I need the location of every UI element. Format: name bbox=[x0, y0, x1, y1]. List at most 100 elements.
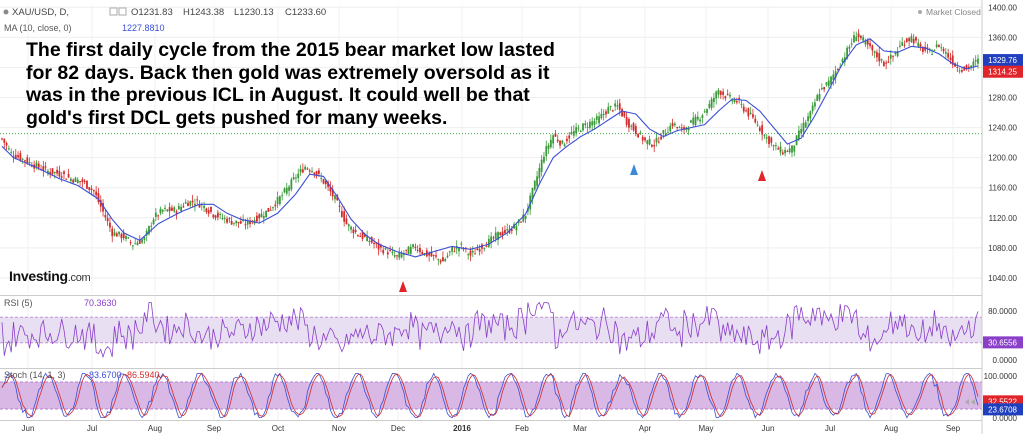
candle-body bbox=[214, 215, 217, 218]
candle-body bbox=[295, 177, 297, 179]
candle-body bbox=[389, 249, 392, 251]
stoch-value-tag-label: 23.6708 bbox=[988, 405, 1017, 414]
candle-body bbox=[905, 38, 908, 43]
candle-body bbox=[598, 116, 600, 124]
rsi-value: 70.3630 bbox=[84, 298, 117, 308]
candle-body bbox=[501, 231, 504, 236]
candle-body bbox=[618, 103, 621, 110]
candle-body bbox=[896, 51, 899, 57]
candle-body bbox=[533, 180, 536, 190]
candle-body bbox=[837, 68, 839, 70]
x-tick-label: Dec bbox=[391, 424, 405, 433]
candle-body bbox=[338, 205, 341, 207]
candle-body bbox=[791, 145, 793, 153]
stoch-value-tag bbox=[983, 403, 1023, 416]
candle-body bbox=[634, 126, 637, 134]
candle-body bbox=[324, 180, 327, 185]
ohlc-value: L1230.13 bbox=[234, 7, 274, 18]
candle-body bbox=[623, 111, 626, 117]
candle-body bbox=[148, 226, 150, 235]
candle-body bbox=[216, 212, 219, 218]
rsi-tick-label: 0.0000 bbox=[993, 356, 1018, 365]
candle-body bbox=[947, 53, 950, 58]
y-tick-label: 1360.00 bbox=[988, 33, 1017, 42]
rsi-band bbox=[0, 317, 982, 343]
candle-body bbox=[92, 190, 95, 192]
price-tag bbox=[983, 54, 1023, 67]
candle-body bbox=[318, 170, 320, 174]
candle-body bbox=[490, 236, 493, 243]
candle-body bbox=[673, 123, 676, 126]
x-tick-label: Jul bbox=[825, 424, 835, 433]
candle-body bbox=[972, 61, 975, 67]
candle-body bbox=[56, 169, 59, 174]
candle-body bbox=[458, 247, 460, 252]
candle-body bbox=[63, 171, 65, 175]
candle-body bbox=[409, 246, 412, 254]
candle-body bbox=[713, 97, 715, 103]
candle-body bbox=[72, 179, 75, 183]
candle-body bbox=[272, 207, 274, 209]
y-tick-label: 1080.00 bbox=[988, 244, 1017, 253]
candle-body bbox=[669, 125, 672, 132]
candle-body bbox=[894, 52, 897, 55]
x-tick-label: Apr bbox=[639, 424, 652, 433]
candle-body bbox=[448, 251, 451, 253]
candle-body bbox=[504, 229, 506, 234]
x-tick-label: Aug bbox=[884, 424, 898, 433]
candle-body bbox=[246, 219, 249, 225]
candle-body bbox=[719, 91, 722, 95]
candle-body bbox=[320, 178, 323, 180]
stoch-label: Stoch (14, 1, 3) bbox=[4, 370, 66, 380]
candle-body bbox=[357, 235, 359, 237]
candle-body bbox=[161, 209, 164, 212]
candle-body bbox=[825, 82, 828, 85]
candle-body bbox=[921, 47, 924, 52]
candle-body bbox=[802, 122, 805, 132]
annotation-line: gold's first DCL gets pushed for many we… bbox=[26, 106, 448, 129]
candle-body bbox=[588, 121, 591, 128]
candle-body bbox=[446, 255, 449, 258]
candle-body bbox=[352, 229, 355, 233]
scroll-right-icon bbox=[965, 399, 975, 405]
candle-body bbox=[154, 212, 157, 217]
candle-body bbox=[439, 260, 442, 263]
candle-body bbox=[910, 36, 913, 42]
candle-body bbox=[880, 59, 883, 61]
x-tick-label: Jul bbox=[87, 424, 97, 433]
candle-body bbox=[515, 225, 518, 231]
candle-body bbox=[967, 66, 970, 69]
candle-body bbox=[660, 136, 662, 140]
candle-body bbox=[28, 161, 31, 163]
candle-body bbox=[820, 87, 823, 90]
candle-body bbox=[506, 229, 509, 231]
candle-body bbox=[522, 214, 525, 222]
candle-body bbox=[889, 54, 892, 59]
candle-body bbox=[536, 176, 538, 186]
candle-body bbox=[251, 220, 254, 222]
candle-body bbox=[717, 90, 720, 95]
candle-body bbox=[582, 123, 584, 131]
candle-body bbox=[258, 214, 261, 219]
candle-body bbox=[10, 151, 13, 153]
candle-body bbox=[715, 91, 718, 99]
annotation-line: was in the previous ICL in August. It co… bbox=[26, 84, 530, 106]
candle-body bbox=[476, 248, 479, 251]
candle-body bbox=[453, 251, 456, 253]
candle-body bbox=[944, 52, 947, 54]
candle-body bbox=[951, 55, 954, 65]
candle-body bbox=[198, 204, 201, 208]
price-axis: 1040.00 1080.00 1120.00 1160.00 1200.00 1240.… bbox=[981, 0, 1024, 434]
candle-body bbox=[267, 208, 270, 212]
candle-body bbox=[639, 132, 642, 134]
candle-body bbox=[625, 116, 628, 125]
ohlc-value: C1233.60 bbox=[285, 7, 326, 18]
candle-body bbox=[205, 208, 208, 213]
candle-body bbox=[768, 136, 770, 145]
candle-body bbox=[857, 33, 860, 38]
candle-body bbox=[873, 51, 876, 53]
candle-body bbox=[595, 116, 598, 120]
candle-body bbox=[572, 130, 575, 136]
candle-body bbox=[260, 213, 263, 218]
